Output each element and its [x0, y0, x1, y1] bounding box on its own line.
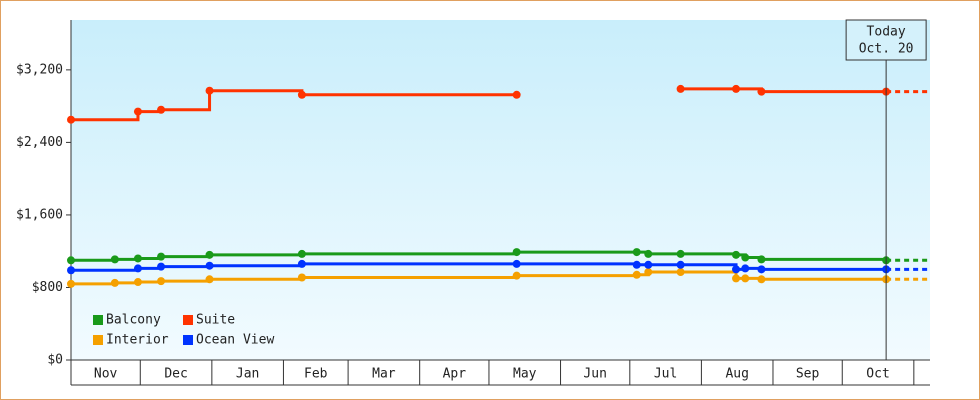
x-tick-label: Jul	[654, 367, 677, 382]
x-tick-label: Jan	[236, 367, 259, 382]
point	[157, 105, 166, 114]
point	[632, 270, 641, 279]
point	[632, 248, 641, 257]
point	[67, 279, 75, 288]
legend-swatch	[93, 315, 103, 325]
legend-label: Suite	[196, 313, 235, 328]
point	[133, 254, 142, 263]
x-tick-label: Aug	[725, 367, 748, 382]
plot-area	[71, 20, 930, 360]
point	[676, 84, 685, 93]
point	[67, 266, 75, 275]
y-tick-label: $1,600	[16, 207, 63, 222]
point	[732, 265, 741, 274]
point	[732, 274, 741, 283]
x-tick-label: Jun	[583, 367, 606, 382]
point	[157, 262, 166, 271]
point	[644, 249, 653, 258]
y-tick-label: $0	[47, 353, 63, 368]
point	[741, 274, 750, 283]
today-label: Today	[867, 25, 906, 40]
point	[732, 250, 741, 259]
point	[205, 250, 214, 259]
legend-swatch	[183, 315, 193, 325]
x-tick-label: Oct	[866, 367, 889, 382]
point	[133, 264, 142, 273]
today-box	[845, 19, 927, 61]
point	[741, 264, 750, 273]
point	[732, 84, 741, 93]
point	[133, 278, 142, 287]
legend-label: Ocean View	[196, 333, 274, 348]
point	[757, 87, 766, 96]
point	[644, 260, 653, 269]
point	[297, 273, 306, 282]
point	[757, 265, 766, 274]
legend-label: Interior	[106, 333, 169, 348]
x-tick-label: Apr	[443, 367, 467, 382]
x-tick-label: May	[513, 367, 537, 382]
y-tick-label: $2,400	[16, 135, 63, 150]
point	[632, 260, 641, 269]
point	[512, 248, 521, 257]
point	[741, 253, 750, 262]
point	[297, 90, 306, 99]
legend-label: Balcony	[106, 313, 161, 328]
point	[110, 278, 119, 287]
legend-swatch	[93, 335, 103, 345]
point	[205, 275, 214, 284]
point	[297, 249, 306, 258]
point	[67, 115, 75, 124]
point	[757, 275, 766, 284]
x-tick-label: Feb	[304, 367, 328, 382]
point	[644, 268, 653, 277]
today-label: Oct. 20	[859, 42, 914, 57]
y-tick-label: $800	[32, 280, 63, 295]
point	[676, 249, 685, 258]
legend-swatch	[183, 335, 193, 345]
point	[205, 86, 214, 95]
point	[757, 255, 766, 264]
point	[67, 256, 75, 265]
x-tick-label: Sep	[796, 367, 820, 382]
x-tick-label: Dec	[164, 367, 187, 382]
x-tick-label: Mar	[372, 367, 396, 382]
x-tick-label: Nov	[94, 367, 118, 382]
point	[512, 90, 521, 99]
point	[676, 268, 685, 277]
point	[512, 259, 521, 268]
point	[110, 255, 119, 264]
point	[205, 261, 214, 270]
point	[297, 259, 306, 268]
point	[512, 271, 521, 280]
y-tick-label: $3,200	[16, 62, 63, 77]
point	[133, 107, 142, 116]
point	[157, 277, 166, 286]
point	[157, 252, 166, 261]
point	[676, 260, 685, 269]
